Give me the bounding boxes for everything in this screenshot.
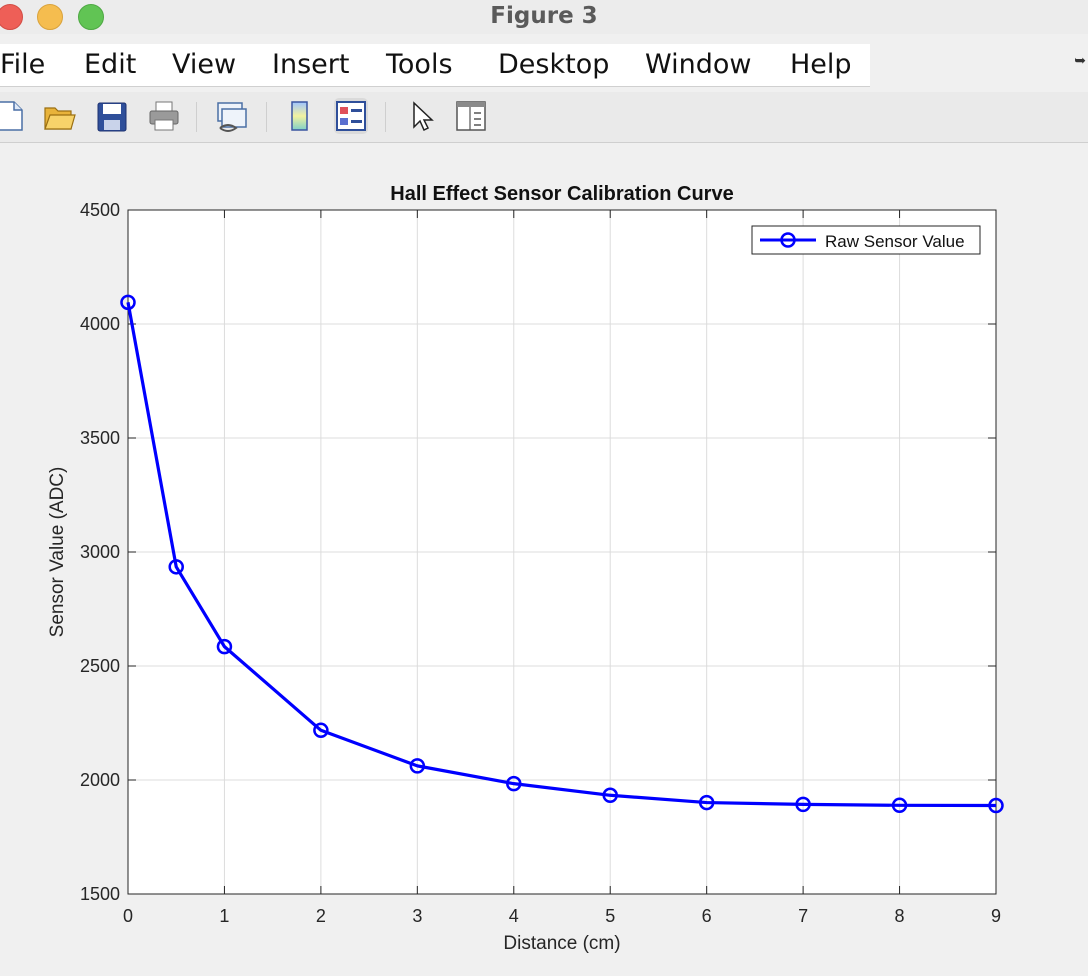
data-point[interactable] xyxy=(120,294,136,311)
y-tick-label: 3000 xyxy=(80,542,120,562)
colorbar-icon xyxy=(291,101,308,131)
x-tick-label: 0 xyxy=(123,906,133,926)
link-plot-button[interactable] xyxy=(214,98,248,134)
new-figure-button[interactable] xyxy=(0,98,26,134)
figure-canvas: 0 1 2 3 4 5 6 7 8 9 1500 2000 2500 3000 3500 4000 4500 H… xyxy=(0,143,1088,976)
data-point[interactable] xyxy=(168,559,184,575)
y-tick-label: 4500 xyxy=(80,200,120,220)
menu-desktop[interactable]: Desktop xyxy=(498,49,610,80)
maximize-window-button[interactable] xyxy=(78,4,104,30)
y-axis-label: Sensor Value (ADC) xyxy=(47,467,68,638)
close-window-button[interactable] xyxy=(0,4,23,30)
menu-overflow-arrow-icon[interactable]: ➥ xyxy=(1074,52,1086,68)
y-tick-label: 1500 xyxy=(80,884,120,904)
y-tick-label: 3500 xyxy=(80,428,120,448)
y-tick-label: 4000 xyxy=(80,314,120,334)
link-plot-icon xyxy=(217,102,247,132)
data-point[interactable] xyxy=(891,797,908,814)
x-tick-label: 7 xyxy=(798,906,808,926)
minimize-window-button[interactable] xyxy=(37,4,63,30)
edit-plot-cursor-icon xyxy=(413,101,434,132)
toolbar-separator xyxy=(266,102,267,132)
edit-plot-button[interactable] xyxy=(405,98,439,134)
insert-legend-button[interactable] xyxy=(334,98,368,134)
plot-area: 0 1 2 3 4 5 6 7 8 9 1500 2000 2500 3000 3500 4000 4500 H… xyxy=(47,183,1004,954)
x-tick-label: 5 xyxy=(605,906,615,926)
figure-toolbar xyxy=(0,92,1088,143)
toolbar-separator xyxy=(196,102,197,132)
menu-help[interactable]: Help xyxy=(790,49,852,80)
menu-file[interactable]: File xyxy=(0,49,46,80)
x-tick-label: 2 xyxy=(316,906,326,926)
toolbar-separator xyxy=(385,102,386,132)
legend-entry-label: Raw Sensor Value xyxy=(825,232,965,251)
data-point[interactable] xyxy=(409,758,426,774)
x-tick-label: 9 xyxy=(991,906,1001,926)
property-inspector-icon xyxy=(456,101,486,131)
save-icon xyxy=(97,102,127,132)
data-point[interactable] xyxy=(602,787,618,804)
legend-icon xyxy=(336,101,366,131)
y-tick-label: 2500 xyxy=(80,656,120,676)
data-point[interactable] xyxy=(988,797,1004,814)
x-tick-label: 4 xyxy=(509,906,519,926)
x-axis-label: Distance (cm) xyxy=(503,933,620,954)
menu-view[interactable]: View xyxy=(172,49,237,80)
open-file-icon xyxy=(44,107,76,130)
data-point[interactable] xyxy=(313,722,329,739)
x-tick-label: 8 xyxy=(895,906,905,926)
x-tick-label: 6 xyxy=(702,906,712,926)
menu-edit[interactable]: Edit xyxy=(84,49,137,80)
axis-ticks: 0 1 2 3 4 5 6 7 8 9 1500 2000 2500 3000 3500 4000 4500 xyxy=(80,200,1001,926)
legend-marker-sample xyxy=(780,232,796,248)
series-line[interactable] xyxy=(126,302,997,808)
x-tick-label: 3 xyxy=(412,906,422,926)
data-point[interactable] xyxy=(506,775,522,792)
print-icon xyxy=(149,101,179,131)
print-button[interactable] xyxy=(147,98,181,134)
chart-title: Hall Effect Sensor Calibration Curve xyxy=(390,183,733,205)
data-point[interactable] xyxy=(216,638,233,655)
menu-bar: File Edit View Insert Tools Desktop Wind… xyxy=(0,44,870,87)
property-inspector-button[interactable] xyxy=(454,98,488,134)
menu-insert[interactable]: Insert xyxy=(272,49,350,80)
window-titlebar: Figure 3 xyxy=(0,0,1088,34)
colorbar-button[interactable] xyxy=(283,98,317,134)
data-point[interactable] xyxy=(698,794,715,811)
data-point[interactable] xyxy=(795,796,811,813)
legend[interactable]: Raw Sensor Value xyxy=(751,225,981,255)
y-tick-label: 2000 xyxy=(80,770,120,790)
window-title: Figure 3 xyxy=(490,3,598,29)
open-file-button[interactable] xyxy=(42,98,76,134)
save-button[interactable] xyxy=(95,98,129,134)
menu-window[interactable]: Window xyxy=(645,49,752,80)
menu-tools[interactable]: Tools xyxy=(386,49,453,80)
x-tick-label: 1 xyxy=(219,906,229,926)
series-layer xyxy=(120,294,1004,814)
new-figure-icon xyxy=(0,101,23,131)
